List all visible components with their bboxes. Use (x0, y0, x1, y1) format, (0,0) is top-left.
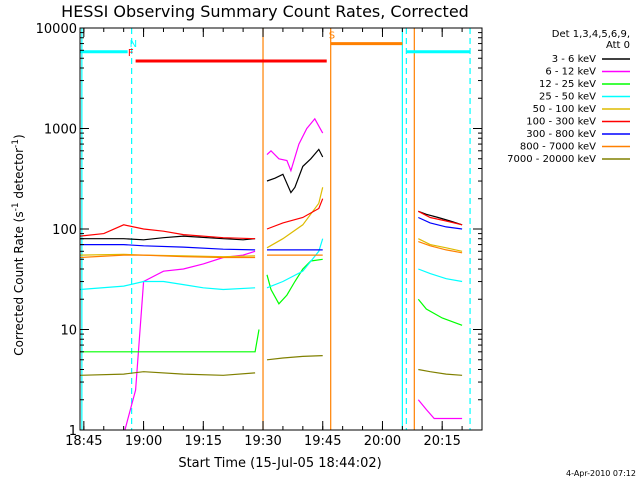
y-tick-label: 1000 (44, 123, 77, 138)
chart-title: HESSI Observing Summary Count Rates, Cor… (61, 2, 469, 21)
series-line (80, 371, 256, 376)
series-line (80, 244, 256, 251)
legend-label: 7000 - 20000 keV (507, 154, 596, 165)
series-line (266, 117, 324, 173)
series-line (124, 250, 256, 430)
series-line (418, 368, 463, 376)
x-axis: 18:45 19:00 19:15 19:30 19:45 20:00 20:15 (65, 28, 483, 449)
legend-label: 12 - 25 keV (539, 79, 596, 90)
y-axis-label: Corrected Count Rate (s-1 detector-1) (11, 134, 26, 355)
series-line (418, 241, 463, 254)
legend-header: Det 1,3,4,5,6,9, (552, 29, 630, 40)
series-0 (80, 148, 463, 241)
series-6 (80, 216, 463, 251)
legend-label: 6 - 12 keV (545, 67, 596, 78)
series-3 (80, 238, 463, 291)
series-line (80, 280, 256, 291)
series-line (418, 238, 463, 252)
x-tick-label: 20:15 (423, 434, 460, 449)
series-7 (80, 241, 463, 259)
legend-header: Att 0 (606, 40, 630, 51)
legend-label: 25 - 50 keV (539, 92, 596, 103)
x-tick-label: 19:30 (244, 434, 281, 449)
y-axis: 1 10 100 1000 10000 (36, 22, 482, 439)
flag-label: F (128, 48, 134, 59)
series-4 (80, 187, 463, 258)
legend: Det 1,3,4,5,6,9,Att 0 3 - 6 keV 6 - 12 keV… (507, 29, 630, 165)
series-2 (80, 258, 463, 353)
series-line (417, 399, 463, 420)
series-5 (80, 198, 463, 240)
series-line (418, 268, 463, 283)
x-tick-label: 19:45 (304, 434, 341, 449)
series-line (80, 329, 260, 353)
x-tick-label: 18:45 (65, 434, 102, 449)
series-line (266, 148, 324, 194)
series-line (418, 210, 463, 226)
legend-label: 300 - 800 keV (526, 129, 596, 140)
series-1 (124, 117, 463, 430)
x-tick-label: 20:00 (364, 434, 401, 449)
series-line (418, 216, 463, 230)
y-tick-label: 1 (69, 424, 77, 439)
x-axis-label: Start Time (15-Jul-05 18:44:02) (178, 456, 381, 471)
flag-label: N (130, 39, 137, 50)
series-line (266, 258, 323, 305)
series-8 (80, 355, 463, 376)
x-tick-label: 19:15 (185, 434, 222, 449)
flag-label: S (329, 31, 335, 42)
series-line (266, 187, 324, 249)
series-line (418, 210, 463, 226)
y-tick-label: 100 (52, 223, 77, 238)
y-tick-label: 10 (60, 324, 77, 339)
series-line (266, 355, 323, 361)
series-line (266, 198, 324, 230)
series-line (80, 235, 256, 241)
y-tick-label: 10000 (36, 22, 77, 37)
series-line (80, 254, 256, 259)
legend-label: 3 - 6 keV (552, 54, 596, 65)
x-tick-label: 19:00 (125, 434, 162, 449)
timestamp: 4-Apr-2010 07:12 (566, 469, 636, 478)
series-line (266, 238, 324, 289)
legend-label: 100 - 300 keV (526, 117, 596, 128)
legend-label: 50 - 100 keV (533, 104, 597, 115)
series-line (80, 224, 256, 240)
legend-label: 800 - 7000 keV (520, 142, 596, 153)
plot-area: NF S (80, 28, 471, 430)
series-line (417, 298, 463, 326)
